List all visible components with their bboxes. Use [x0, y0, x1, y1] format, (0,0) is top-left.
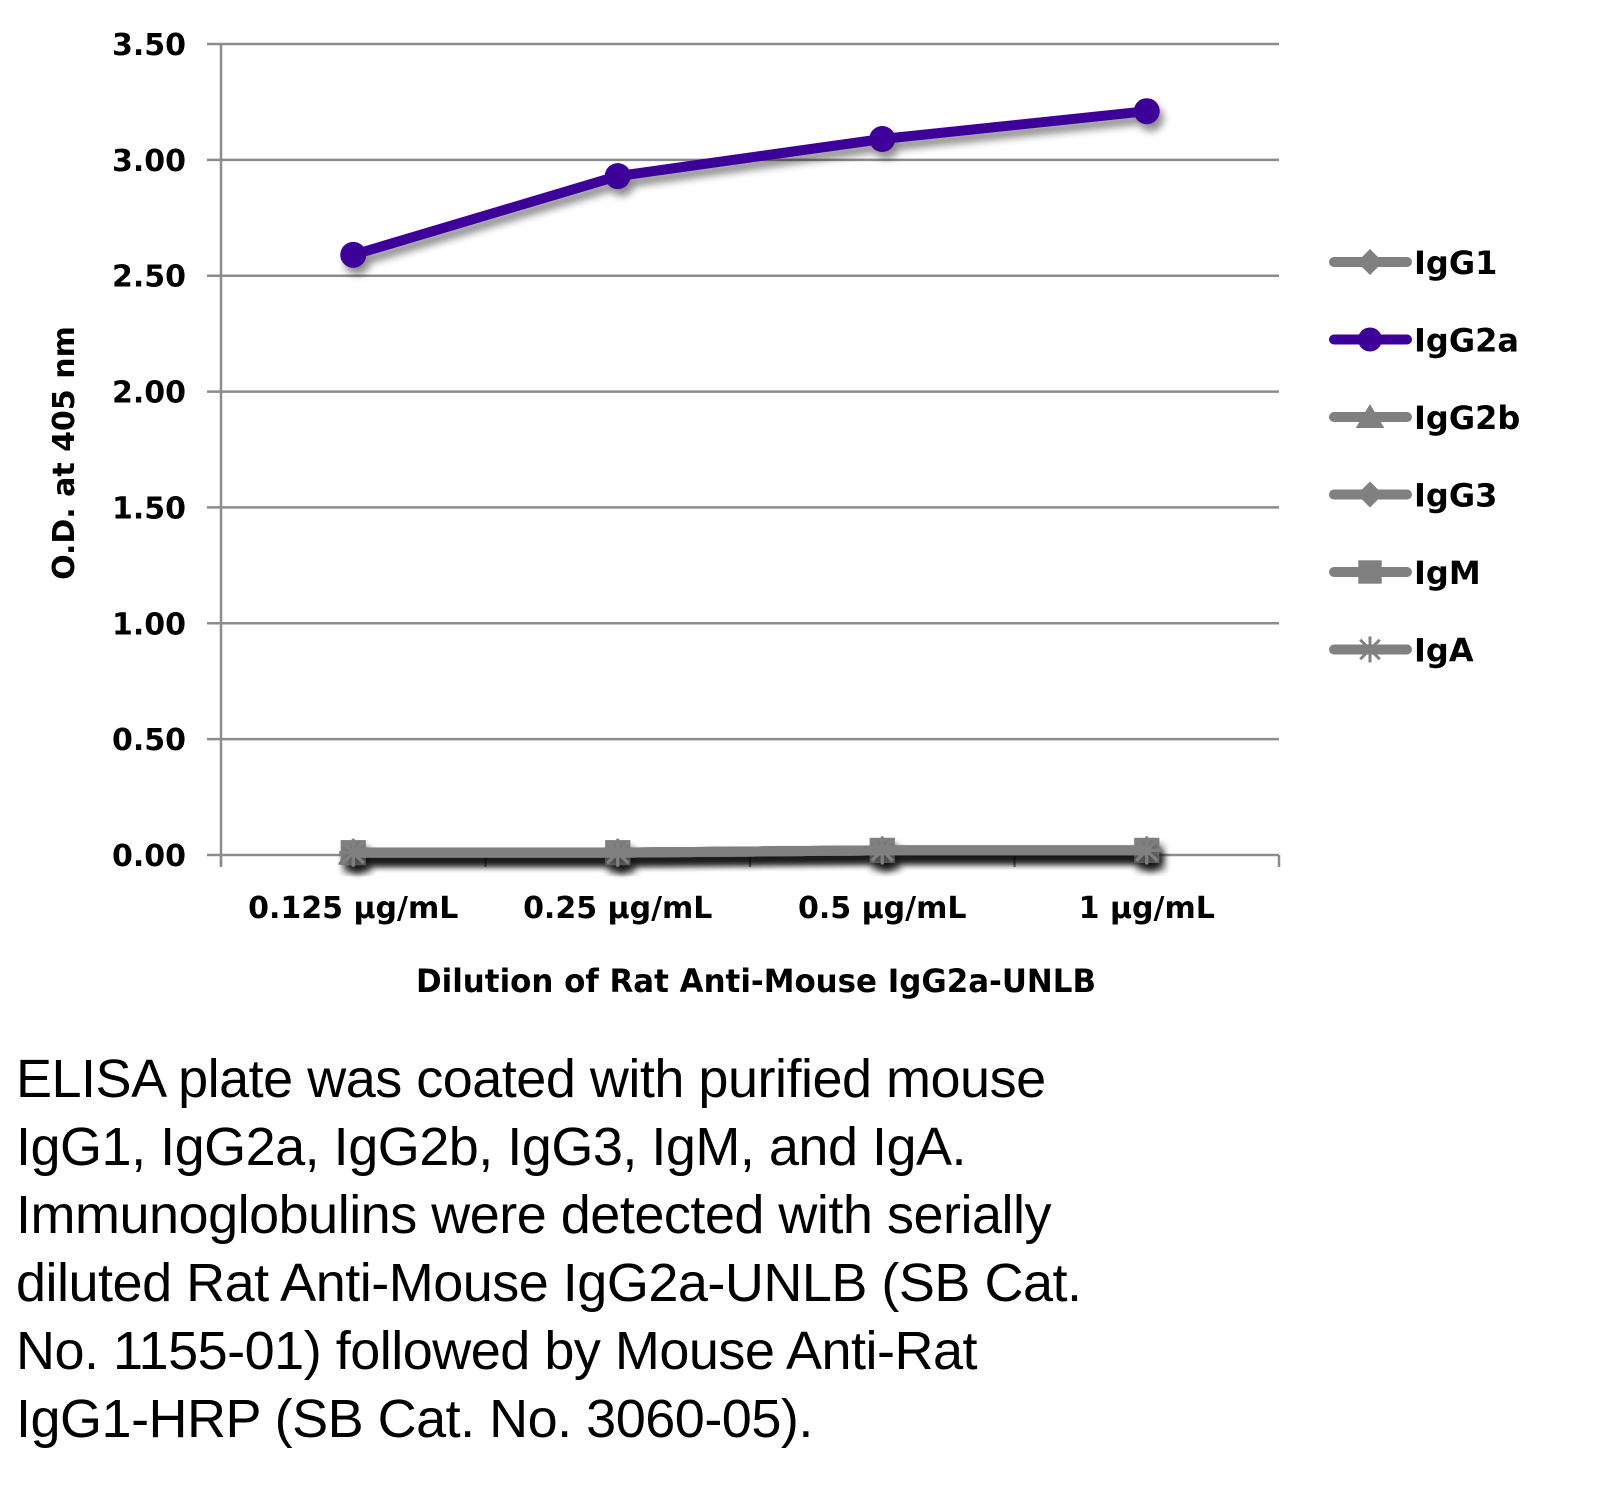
gridlines — [207, 42, 1279, 857]
y-tick-label: 2.00 — [112, 376, 186, 411]
y-tick-label: 1.00 — [112, 607, 186, 642]
caption-line: IgG1-HRP (SB Cat. No. 3060-05). — [16, 1389, 813, 1449]
x-tick-label: 0.5 µg/mL — [798, 891, 966, 926]
legend: IgG1 IgG2a IgG2b IgG3 IgM IgA — [1329, 244, 1520, 670]
y-tick-label: 0.50 — [112, 723, 186, 758]
x-tick-labels: 0.125 µg/mL 0.25 µg/mL 0.5 µg/mL 1 µg/mL — [248, 891, 1215, 926]
marker-asterisk — [1132, 836, 1161, 865]
axes — [219, 44, 1281, 867]
series-iga — [339, 836, 1161, 867]
marker-asterisk — [603, 838, 632, 867]
y-tick-label: 3.00 — [112, 144, 186, 179]
marker-asterisk — [1357, 636, 1383, 663]
legend-item: IgG2a — [1329, 322, 1519, 360]
marker-circle — [1358, 327, 1382, 352]
legend-item: IgG1 — [1329, 244, 1497, 282]
marker-circle — [1133, 98, 1160, 125]
x-axis-title: Dilution of Rat Anti-Mouse IgG2a-UNLB — [416, 962, 1096, 1000]
y-tick-labels: 0.00 0.50 1.00 1.50 2.00 2.50 3.00 3.50 — [112, 28, 186, 874]
legend-label: IgG2a — [1414, 322, 1519, 360]
series-igg2a — [340, 98, 1160, 268]
y-tick-label: 1.50 — [112, 491, 186, 526]
x-tick-label: 0.25 µg/mL — [523, 891, 712, 926]
y-axis-title: O.D. at 405 nm — [47, 326, 82, 580]
caption-line: diluted Rat Anti-Mouse IgG2a-UNLB (SB Ca… — [16, 1253, 1082, 1313]
caption-line: No. 1155-01) followed by Mouse Anti-Rat — [16, 1321, 978, 1381]
caption-line: Immunoglobulins were detected with seria… — [16, 1185, 1052, 1245]
legend-item: IgM — [1329, 554, 1481, 592]
marker-diamond — [1357, 249, 1383, 275]
series-line — [348, 106, 1152, 260]
legend-item: IgG3 — [1329, 477, 1497, 515]
caption-line: ELISA plate was coated with purified mou… — [16, 1049, 1046, 1109]
legend-label: IgM — [1414, 554, 1481, 592]
marker-circle — [869, 126, 896, 153]
marker-circle — [604, 163, 631, 190]
x-tick-label: 0.125 µg/mL — [248, 891, 458, 926]
marker-square — [1358, 560, 1382, 584]
legend-label: IgG3 — [1414, 477, 1497, 515]
marker-triangle — [1355, 404, 1385, 429]
x-tick-label: 1 µg/mL — [1079, 891, 1215, 926]
marker-diamond — [1357, 481, 1383, 508]
legend-label: IgG1 — [1414, 244, 1497, 282]
marker-asterisk — [339, 838, 368, 867]
legend-item: IgA — [1329, 632, 1474, 670]
marker-circle — [340, 241, 367, 268]
y-tick-label: 3.50 — [112, 28, 186, 63]
series-line — [348, 845, 1152, 858]
legend-item: IgG2b — [1329, 399, 1520, 437]
legend-label: IgA — [1414, 632, 1474, 670]
figure-caption: ELISA plate was coated with purified mou… — [16, 1045, 1396, 1453]
series-group — [337, 98, 1163, 867]
caption-line: IgG1, IgG2a, IgG2b, IgG3, IgM, and IgA. — [16, 1117, 967, 1177]
elisa-line-chart: 0.00 0.50 1.00 1.50 2.00 2.50 3.00 3.50 0.125 µ… — [47, 28, 1520, 1000]
y-tick-label: 2.50 — [112, 260, 186, 295]
legend-label: IgG2b — [1414, 399, 1520, 437]
y-tick-label: 0.00 — [112, 839, 186, 874]
marker-asterisk — [868, 836, 897, 865]
